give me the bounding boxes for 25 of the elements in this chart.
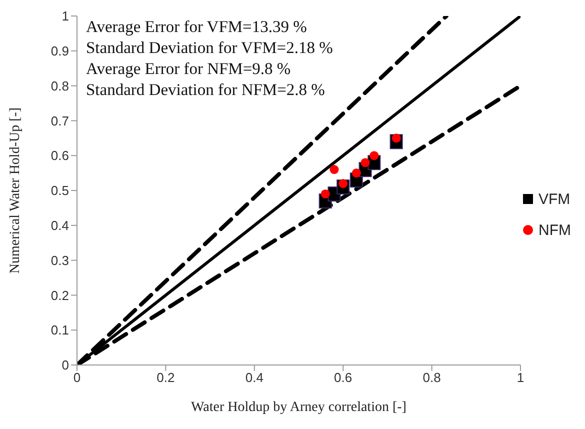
x-tick-label: 0.4 <box>245 370 264 386</box>
y-tick-label: 0.2 <box>50 288 69 303</box>
y-tick-label: 0.5 <box>50 183 69 198</box>
x-tick-label: 0.8 <box>422 370 441 386</box>
y-tick-label: 0 <box>62 358 69 373</box>
annotation: Average Error for VFM=13.39 % <box>86 16 308 37</box>
y-tick-label: 0.3 <box>50 252 69 268</box>
x-tick-label: 1 <box>516 370 524 386</box>
x-tick-label: 0.6 <box>334 370 352 386</box>
legend-label: VFM <box>538 190 570 208</box>
x-tick-label: 0 <box>73 370 81 386</box>
y-tick-label: 0.4 <box>50 218 69 234</box>
y-tick-label: 0.7 <box>50 113 69 128</box>
annotation: Standard Deviation for VFM=2.18 % <box>86 37 333 58</box>
y-tick-label: 1 <box>62 8 69 24</box>
annotation: Standard Deviation for NFM=2.8 % <box>86 79 326 100</box>
legend-label: NFM <box>538 222 571 238</box>
y-tick-label: 0.9 <box>50 44 69 59</box>
x-tick-label: 0.2 <box>156 370 175 386</box>
y-tick-label: 0.8 <box>50 78 69 94</box>
y-axis-title: Numerical Water Hold-Up [-] <box>8 107 23 274</box>
y-tick-label: 0.6 <box>50 148 69 164</box>
x-axis-title: Water Holdup by Arney correlation [-] <box>191 400 406 415</box>
annotation: Average Error for NFM=9.8 % <box>86 58 292 79</box>
y-tick-label: 0.1 <box>50 322 69 338</box>
